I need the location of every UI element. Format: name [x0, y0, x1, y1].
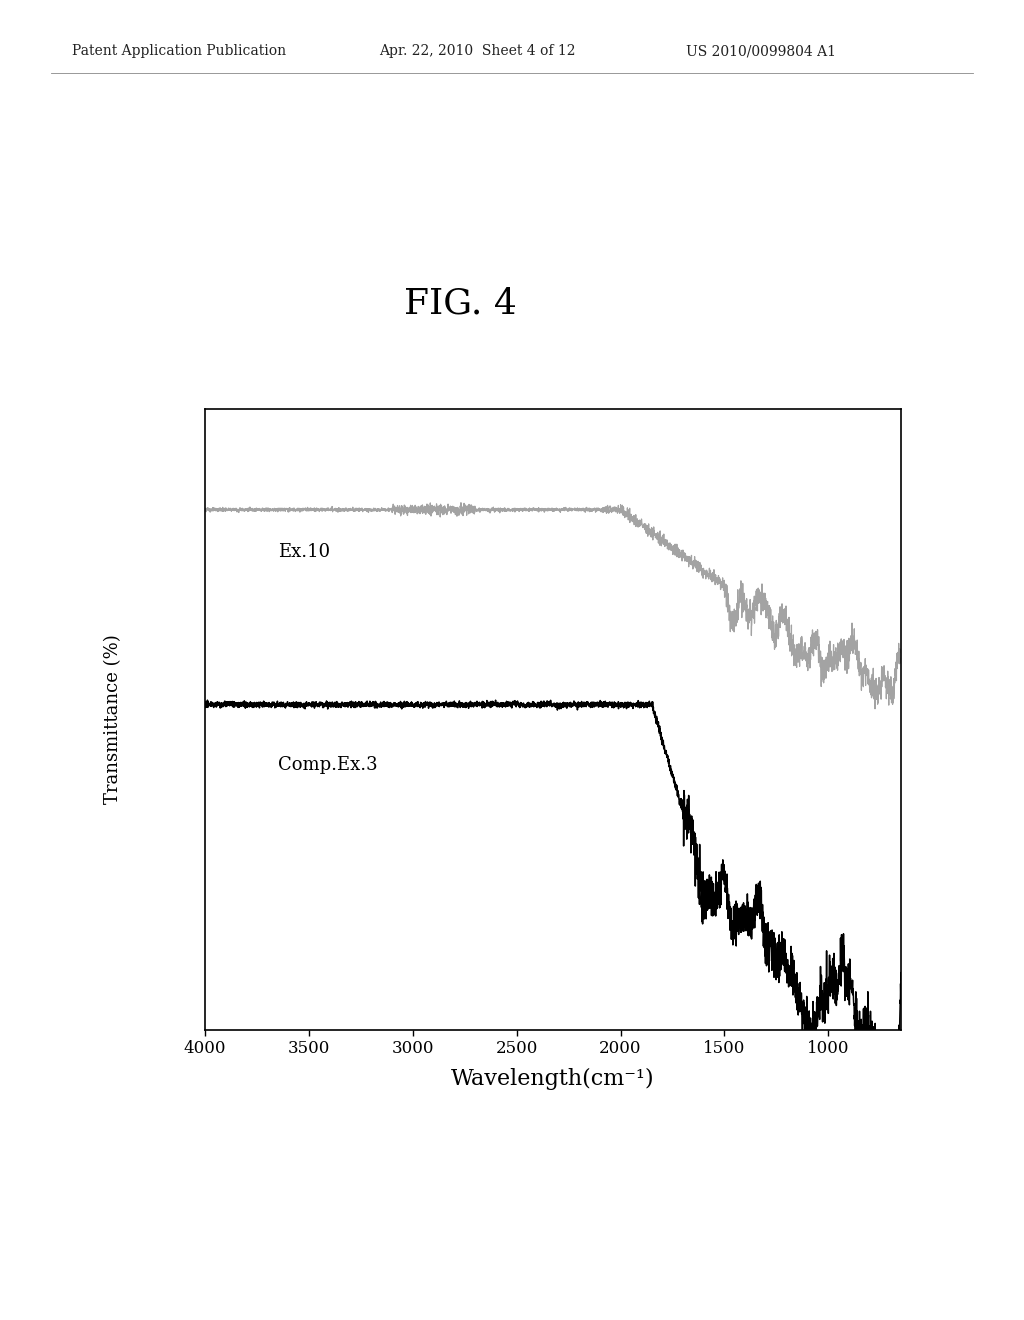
Text: Ex.10: Ex.10	[278, 543, 330, 561]
Text: Patent Application Publication: Patent Application Publication	[72, 45, 286, 58]
Text: Apr. 22, 2010  Sheet 4 of 12: Apr. 22, 2010 Sheet 4 of 12	[379, 45, 575, 58]
Text: US 2010/0099804 A1: US 2010/0099804 A1	[686, 45, 836, 58]
Text: FIG. 4: FIG. 4	[404, 286, 517, 321]
X-axis label: Wavelength(cm⁻¹): Wavelength(cm⁻¹)	[452, 1068, 654, 1090]
Text: Transmittance (%): Transmittance (%)	[103, 635, 122, 804]
Text: Comp.Ex.3: Comp.Ex.3	[278, 755, 377, 774]
